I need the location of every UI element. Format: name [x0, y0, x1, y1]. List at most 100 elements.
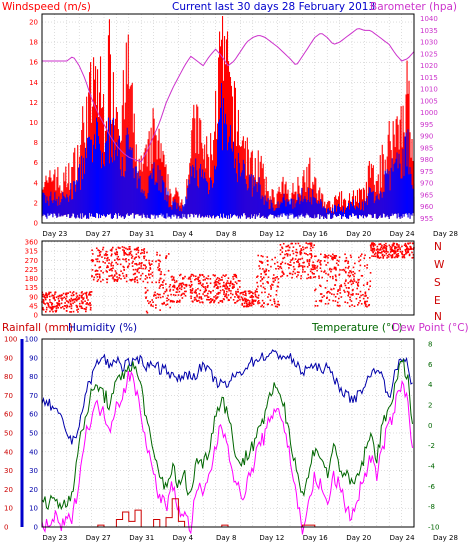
direction-point [234, 273, 237, 276]
direction-point [347, 260, 350, 263]
direction-point [129, 245, 131, 248]
humidity-axis-title: Humidity (%) [68, 322, 137, 334]
direction-point [235, 292, 237, 295]
direction-point [49, 310, 51, 313]
direction-point [276, 306, 279, 308]
direction-point [272, 277, 274, 280]
direction-point [116, 251, 119, 254]
direction-point [343, 269, 346, 272]
direction-point [329, 292, 331, 294]
direction-point [195, 291, 197, 294]
direction-point [209, 278, 212, 280]
direction-point [117, 278, 119, 281]
direction-point [337, 305, 340, 307]
direction-point [391, 256, 394, 259]
direction-point [75, 299, 78, 302]
direction-point [405, 244, 408, 247]
direction-point [72, 310, 75, 313]
direction-point [169, 306, 171, 309]
direction-point [130, 254, 133, 256]
direction-point [139, 252, 142, 255]
direction-point [385, 245, 388, 248]
direction-point [401, 256, 404, 258]
direction-point [205, 277, 208, 279]
direction-point [96, 280, 99, 283]
direction-point [380, 248, 382, 251]
direction-point [145, 266, 147, 268]
direction-point [199, 281, 202, 284]
direction-point [123, 266, 125, 269]
direction-point [394, 250, 396, 252]
direction-point [137, 246, 139, 249]
direction-point [250, 294, 253, 297]
barometer-tick-label: 965 [420, 191, 433, 199]
direction-point [225, 293, 228, 295]
direction-point [80, 300, 83, 302]
direction-point [200, 284, 203, 287]
direction-point [310, 245, 312, 247]
direction-point [364, 291, 367, 294]
direction-point [221, 279, 223, 281]
direction-point [288, 267, 290, 269]
direction-tick-label: 180 [25, 275, 38, 283]
direction-point [358, 256, 360, 259]
direction-point [128, 248, 131, 250]
direction-point [352, 273, 354, 276]
direction-point [189, 286, 192, 288]
direction-point [300, 277, 302, 280]
direction-point [191, 300, 194, 303]
direction-point [96, 269, 99, 272]
direction-point [76, 306, 78, 309]
direction-point [61, 299, 63, 301]
direction-point [312, 268, 315, 271]
direction-point [391, 249, 394, 251]
direction-point [213, 296, 215, 298]
direction-point [385, 249, 388, 252]
direction-point [378, 257, 381, 259]
temperature-tick-label: 2 [428, 402, 432, 410]
direction-point [173, 300, 175, 303]
barometer-line [42, 28, 415, 163]
direction-point [158, 263, 160, 265]
direction-point [311, 271, 314, 274]
direction-point [380, 252, 383, 254]
direction-point [271, 283, 273, 286]
direction-point [99, 253, 101, 256]
direction-point [295, 248, 298, 251]
direction-point [385, 247, 387, 249]
direction-point [122, 275, 125, 277]
direction-point [237, 290, 239, 293]
direction-point [138, 256, 141, 259]
direction-point [383, 243, 386, 246]
direction-point [151, 271, 154, 274]
direction-point [346, 301, 349, 304]
direction-point [312, 261, 314, 264]
direction-tick-label: 360 [25, 239, 38, 247]
direction-point [207, 277, 209, 280]
direction-point [72, 302, 74, 305]
direction-point [275, 267, 277, 270]
direction-point [244, 294, 246, 296]
direction-point [317, 259, 320, 262]
direction-point [178, 290, 181, 293]
direction-point [319, 261, 321, 264]
direction-point [398, 244, 400, 246]
direction-point [299, 245, 301, 247]
direction-point [190, 295, 192, 298]
direction-point [214, 280, 217, 282]
direction-point [404, 251, 407, 253]
direction-point [207, 284, 209, 287]
direction-point [364, 254, 366, 257]
direction-point [85, 293, 87, 295]
direction-point [372, 242, 374, 244]
direction-point [308, 264, 311, 266]
direction-point [226, 296, 228, 299]
direction-point [108, 269, 111, 272]
direction-point [240, 296, 243, 298]
windspeed-tick-label: 10 [29, 119, 38, 127]
direction-point [144, 292, 147, 294]
direction-point [167, 270, 170, 272]
direction-point [114, 252, 116, 254]
direction-point [57, 302, 59, 305]
direction-point [388, 244, 391, 247]
